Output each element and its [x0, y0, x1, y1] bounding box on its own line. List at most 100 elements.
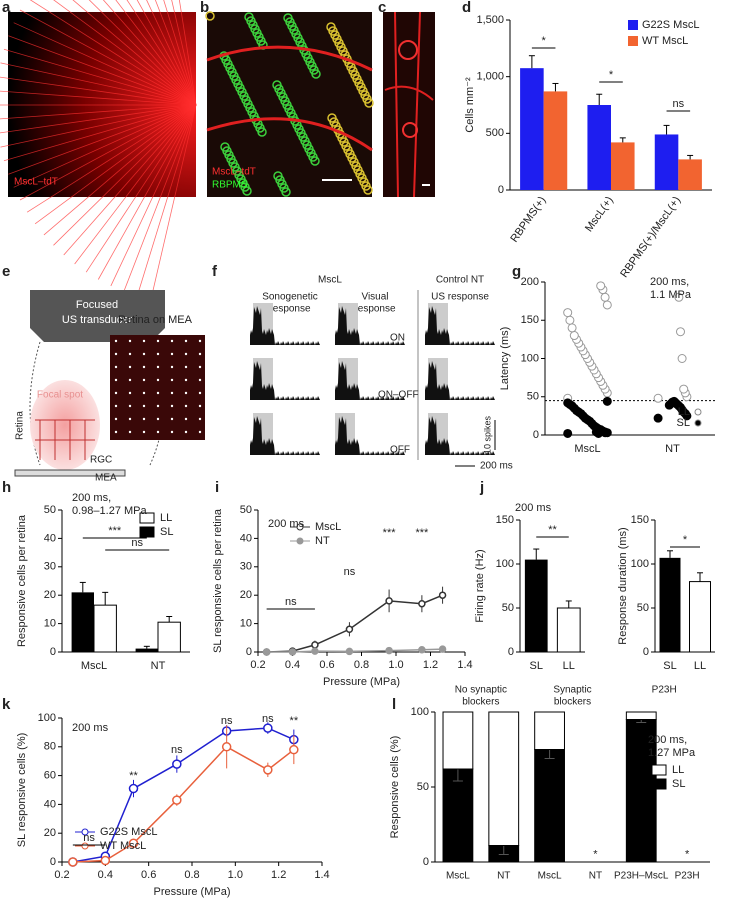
point — [563, 308, 573, 318]
column-label: response — [354, 304, 396, 315]
point — [653, 413, 663, 423]
image-label: MscL–tdT — [212, 167, 256, 178]
panel-letter: f — [212, 263, 218, 280]
soma — [402, 122, 418, 138]
electrode — [114, 352, 118, 356]
point — [567, 323, 577, 333]
point — [602, 396, 612, 406]
point — [311, 647, 319, 655]
y-tick-label: 150 — [521, 314, 539, 326]
psth — [250, 303, 495, 455]
mea-label: MEA — [95, 473, 117, 484]
panel-a: MscL–tdT — [0, 0, 197, 300]
bar — [520, 68, 544, 190]
panel-b: MscL–tdT RBPMS — [205, 11, 374, 197]
focal-spot — [30, 380, 100, 470]
y-tick-label: 150 — [631, 514, 649, 526]
x-tick-label: 0.6 — [141, 869, 156, 881]
column-label: US response — [431, 292, 489, 303]
retina-label: Retina — [15, 411, 26, 440]
note: 0.98–1.27 MPa — [72, 505, 147, 517]
fiber — [178, 0, 197, 106]
electrode — [170, 365, 174, 369]
point — [172, 759, 182, 769]
electrode — [170, 378, 174, 382]
fiber — [102, 0, 197, 106]
note: 200 ms, — [650, 276, 689, 288]
neurites — [384, 11, 434, 198]
electrode — [198, 417, 202, 421]
image-label: MscL–tdT — [14, 177, 58, 188]
electrode — [156, 378, 160, 382]
fiber — [8, 104, 197, 175]
electrode — [128, 365, 132, 369]
legend-marker — [694, 408, 702, 416]
x-tick-label: P23H — [675, 871, 700, 882]
note: 1.1 MPa — [650, 289, 692, 301]
fiber — [53, 104, 197, 246]
sig-label: ns — [83, 832, 95, 844]
fiber — [150, 104, 197, 300]
point — [100, 855, 111, 866]
mea-title: Retina on MEA — [118, 314, 193, 326]
electrode — [170, 352, 174, 356]
bar-segment — [488, 711, 520, 846]
fiber — [146, 0, 197, 106]
fiber — [0, 104, 197, 134]
y-tick-label: 0 — [508, 646, 514, 658]
note: 200 ms — [515, 502, 552, 514]
psth-trace — [335, 306, 405, 345]
transducer — [30, 290, 165, 342]
bar — [157, 621, 181, 653]
electrode — [184, 391, 188, 395]
bar — [524, 559, 548, 652]
fiber — [123, 104, 197, 292]
x-tick-label: P23H–MscL — [614, 871, 669, 882]
fiber — [26, 104, 197, 213]
point — [345, 647, 354, 656]
legend-label: SL — [677, 417, 690, 429]
point — [345, 625, 354, 634]
y-tick-label: 100 — [411, 706, 429, 718]
legend-label: SL — [672, 778, 685, 790]
cell — [205, 11, 215, 21]
x-tick-label: 0.2 — [54, 869, 69, 881]
fiber — [19, 104, 197, 201]
fiber — [126, 0, 197, 106]
sig-label: * — [609, 69, 614, 81]
sig-label: * — [685, 848, 690, 860]
y-tick-label: 0 — [533, 429, 539, 441]
fiber — [63, 104, 197, 256]
y-tick-label: 0 — [50, 856, 56, 868]
bar-segment — [625, 711, 657, 720]
group-label: No synaptic — [455, 685, 507, 696]
cells — [205, 11, 374, 197]
psth-trace — [335, 361, 405, 400]
point — [418, 645, 426, 654]
fiber — [13, 104, 197, 188]
electrode — [128, 378, 132, 382]
y-tick-label: 200 — [521, 276, 539, 288]
legend-label: G22S MscL — [642, 19, 699, 31]
x-tick-label: MscL — [446, 871, 470, 882]
soma — [398, 40, 418, 60]
transducer-label: Focused — [76, 299, 118, 311]
sig-label: ns — [221, 715, 233, 727]
y-tick-label: 20 — [240, 589, 252, 601]
fiber — [8, 35, 197, 106]
legend-label: WT MscL — [100, 840, 146, 852]
image — [8, 12, 196, 197]
fiber — [163, 0, 197, 106]
point — [438, 591, 447, 599]
legend-marker — [296, 537, 304, 545]
point — [563, 398, 573, 408]
sig-label: ns — [285, 596, 297, 608]
sig-label: * — [593, 848, 598, 860]
fiber — [0, 76, 197, 106]
electrode — [142, 378, 146, 382]
panel-letter: c — [378, 0, 386, 16]
y-tick-label: 40 — [240, 532, 252, 544]
y-tick-label: 40 — [44, 798, 56, 810]
mea — [14, 469, 126, 477]
